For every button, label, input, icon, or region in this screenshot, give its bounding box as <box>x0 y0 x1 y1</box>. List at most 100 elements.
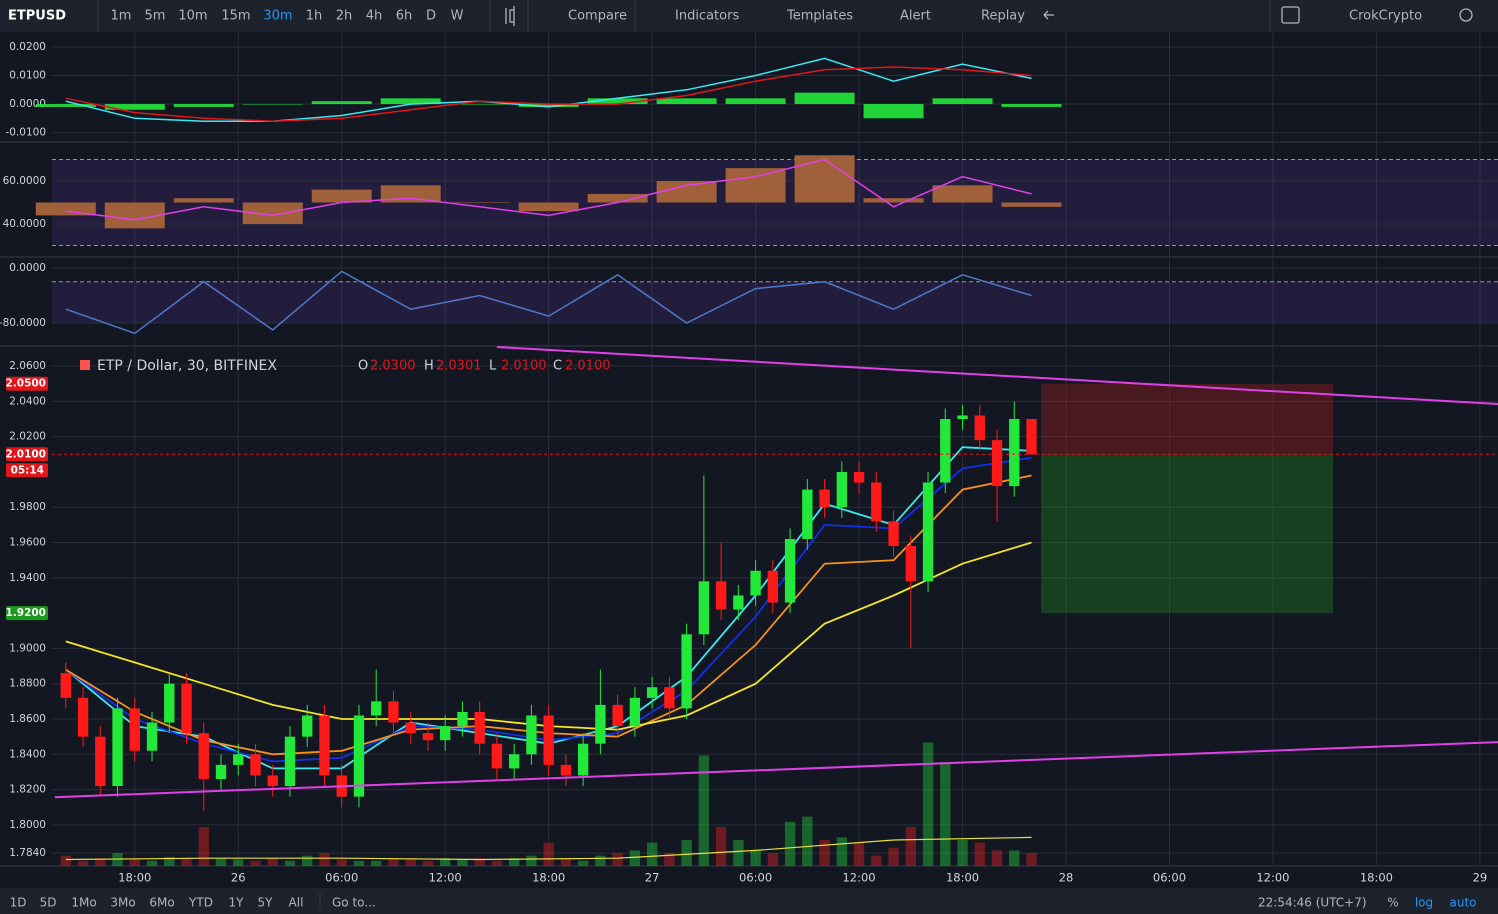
y-tick-label: 2.0200 <box>9 431 46 443</box>
volume-bar <box>336 859 347 866</box>
histogram-bar <box>173 104 234 107</box>
candle-body <box>474 711 485 744</box>
y-tick-label: 0.0100 <box>9 70 46 82</box>
toolbar <box>0 0 1498 32</box>
candle-body <box>198 733 209 779</box>
interval-button[interactable]: 1h <box>306 9 323 24</box>
ohlc-value: 2.0100 <box>501 359 547 374</box>
y-tick-label: 1.8600 <box>9 713 46 725</box>
range-button[interactable]: 1D <box>10 896 27 910</box>
volume-bar <box>181 858 192 866</box>
ohlc-key: L <box>489 359 497 374</box>
price-badge <box>6 606 48 621</box>
interval-button[interactable]: 30m <box>263 9 292 24</box>
band <box>52 281 1498 323</box>
volume-bar <box>957 840 968 866</box>
candle-body <box>560 764 572 776</box>
candle-body <box>543 715 554 765</box>
rsi-bar <box>1001 202 1062 207</box>
signal-line <box>65 66 1032 122</box>
candle-body <box>957 415 968 419</box>
candle-body <box>595 704 606 744</box>
interval-button[interactable]: 10m <box>178 9 207 24</box>
volume-bar <box>215 858 227 866</box>
y-tick-label: 40.0000 <box>3 218 46 230</box>
candle-body <box>112 708 123 787</box>
candle-body <box>302 715 313 737</box>
volume-bar <box>60 855 71 866</box>
range-button[interactable]: 6Mo <box>149 896 174 910</box>
x-tick-label: 12:00 <box>429 871 462 885</box>
candle-body <box>871 482 882 522</box>
volume-bar <box>629 850 641 866</box>
interval-button[interactable]: 2h <box>336 9 353 24</box>
histogram-bar <box>311 101 372 105</box>
toolbar-button[interactable]: Compare <box>568 9 627 24</box>
interval-button[interactable]: 15m <box>221 9 250 24</box>
fullscreen-icon[interactable] <box>1281 6 1300 24</box>
volume-bar <box>77 860 89 866</box>
interval-button[interactable]: D <box>426 9 436 24</box>
volume-bar <box>974 842 985 866</box>
account-button[interactable]: CrokCrypto <box>1349 9 1422 24</box>
price-badge-label: 2.0500 <box>5 378 46 390</box>
settings-icon[interactable] <box>1459 8 1473 22</box>
range-button[interactable]: YTD <box>188 896 213 910</box>
scale-option[interactable]: log <box>1415 896 1433 910</box>
scale-option[interactable]: % <box>1387 896 1398 910</box>
volume-bar <box>922 742 934 866</box>
volume-bar <box>646 842 658 866</box>
chart-type-icon[interactable] <box>505 6 515 26</box>
x-tick-label: 18:00 <box>946 871 979 885</box>
y-tick-label: 1.8200 <box>9 784 46 796</box>
candle-body <box>233 754 244 765</box>
interval-button[interactable]: 6h <box>396 9 413 24</box>
rsi-bar <box>587 193 648 203</box>
range-button[interactable]: 5D <box>40 896 57 910</box>
x-tick-label: 18:00 <box>1360 871 1393 885</box>
volume-bar <box>508 858 520 866</box>
interval-button[interactable]: 5m <box>145 9 166 24</box>
range-button[interactable]: 1Y <box>229 896 245 910</box>
toolbar-button[interactable]: Templates <box>786 9 853 24</box>
goto-button[interactable]: Go to... <box>332 896 376 910</box>
price-badge <box>6 376 48 391</box>
toolbar-button[interactable]: Indicators <box>675 9 739 24</box>
range-button[interactable]: All <box>289 896 304 910</box>
volume-bar <box>543 842 554 866</box>
undo-icon[interactable] <box>1043 10 1054 20</box>
range-button[interactable]: 3Mo <box>110 896 135 910</box>
candle-body <box>146 722 158 751</box>
y-tick-label: 1.8000 <box>9 819 46 831</box>
candle-body <box>491 743 503 769</box>
range-button[interactable]: 5Y <box>258 896 274 910</box>
histogram-bar <box>449 104 510 105</box>
y-tick-label: 1.8400 <box>9 748 46 760</box>
rsi-bar <box>311 189 372 203</box>
scale-option[interactable]: auto <box>1449 896 1476 910</box>
interval-button[interactable]: W <box>451 9 464 24</box>
volume-bar <box>1026 853 1037 866</box>
interval-button[interactable]: 1m <box>111 9 132 24</box>
volume-bar <box>233 859 244 866</box>
candle-body <box>95 736 106 787</box>
histogram-bar <box>725 98 786 105</box>
volume-bar <box>371 860 382 866</box>
y-tick-label: 0.0200 <box>9 41 46 53</box>
volume-bar <box>802 816 813 866</box>
stop-zone <box>1041 383 1334 455</box>
range-button[interactable]: 1Mo <box>71 896 96 910</box>
rsi-bar <box>794 155 855 203</box>
histogram-bar <box>1001 104 1062 107</box>
histogram-bar <box>932 98 993 105</box>
candle-body <box>526 715 537 755</box>
legend-flag <box>80 360 90 370</box>
y-tick-label: 1.7840 <box>9 847 46 859</box>
clock: 22:54:46 (UTC+7) <box>1258 896 1367 910</box>
toolbar-button[interactable]: Alert <box>900 9 931 24</box>
interval-button[interactable]: 4h <box>366 9 383 24</box>
toolbar-button[interactable]: Replay <box>981 9 1025 24</box>
candle-body <box>1009 419 1020 487</box>
volume-bar <box>95 858 106 866</box>
